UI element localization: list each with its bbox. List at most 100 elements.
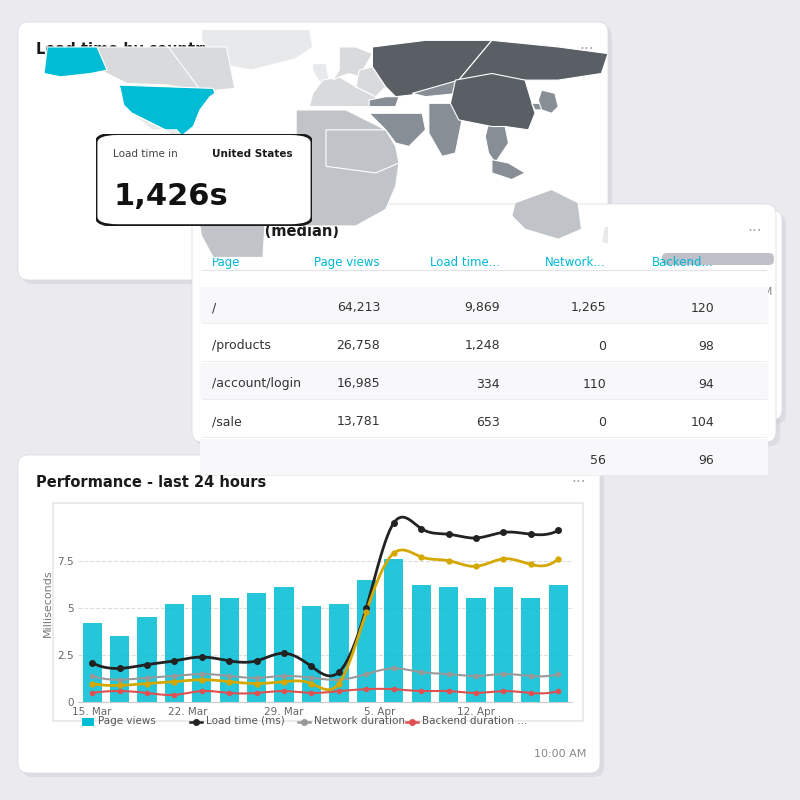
Polygon shape bbox=[326, 130, 399, 173]
Polygon shape bbox=[296, 110, 399, 226]
Bar bbox=[466, 598, 486, 702]
Text: /products: /products bbox=[212, 339, 271, 353]
FancyBboxPatch shape bbox=[18, 455, 600, 773]
Polygon shape bbox=[369, 97, 399, 106]
Text: /account/login: /account/login bbox=[212, 378, 301, 390]
Bar bbox=[330, 604, 349, 702]
Bar bbox=[192, 594, 211, 702]
Text: Load time (ms): Load time (ms) bbox=[206, 715, 284, 726]
Bar bbox=[522, 598, 541, 702]
Text: 1,248: 1,248 bbox=[464, 339, 500, 353]
Polygon shape bbox=[356, 67, 386, 97]
Polygon shape bbox=[450, 74, 535, 130]
Polygon shape bbox=[429, 103, 462, 156]
Polygon shape bbox=[373, 40, 492, 97]
Polygon shape bbox=[532, 103, 545, 110]
FancyBboxPatch shape bbox=[196, 208, 780, 446]
Bar bbox=[439, 587, 458, 702]
FancyBboxPatch shape bbox=[658, 214, 786, 424]
Text: 16,985: 16,985 bbox=[336, 378, 380, 390]
FancyBboxPatch shape bbox=[654, 210, 782, 420]
Polygon shape bbox=[602, 226, 622, 246]
Text: Load time...: Load time... bbox=[430, 256, 500, 269]
Polygon shape bbox=[118, 85, 215, 140]
Text: /sale: /sale bbox=[212, 415, 242, 429]
Text: /: / bbox=[212, 302, 216, 314]
Text: Page views: Page views bbox=[98, 715, 155, 726]
Text: 0: 0 bbox=[598, 339, 606, 353]
Bar bbox=[302, 606, 321, 702]
Bar bbox=[220, 598, 239, 702]
Text: 1,265: 1,265 bbox=[570, 302, 606, 314]
Bar bbox=[549, 586, 568, 702]
FancyBboxPatch shape bbox=[192, 204, 776, 442]
Polygon shape bbox=[369, 114, 426, 146]
Polygon shape bbox=[44, 47, 107, 77]
Text: Load time by country: Load time by country bbox=[36, 42, 212, 57]
FancyBboxPatch shape bbox=[200, 439, 768, 475]
Polygon shape bbox=[190, 146, 268, 258]
Text: Load time in: Load time in bbox=[114, 149, 182, 159]
Polygon shape bbox=[538, 90, 558, 114]
Polygon shape bbox=[94, 47, 234, 92]
Bar bbox=[110, 636, 129, 702]
Polygon shape bbox=[202, 29, 313, 70]
Text: 10:00 AM: 10:00 AM bbox=[534, 749, 586, 759]
Text: 96: 96 bbox=[698, 454, 714, 466]
Polygon shape bbox=[333, 47, 373, 80]
Bar bbox=[494, 587, 513, 702]
Text: 10:00 AM: 10:00 AM bbox=[720, 287, 772, 297]
Text: 120: 120 bbox=[690, 302, 714, 314]
Polygon shape bbox=[169, 47, 234, 92]
Polygon shape bbox=[486, 123, 509, 163]
Text: 13,781: 13,781 bbox=[336, 415, 380, 429]
Text: Page views: Page views bbox=[314, 256, 380, 269]
Y-axis label: Milliseconds: Milliseconds bbox=[42, 570, 53, 637]
Polygon shape bbox=[132, 114, 198, 153]
FancyBboxPatch shape bbox=[22, 26, 612, 284]
Bar bbox=[82, 623, 102, 702]
FancyBboxPatch shape bbox=[200, 287, 768, 323]
Text: 9,869: 9,869 bbox=[464, 302, 500, 314]
Bar bbox=[165, 604, 184, 702]
Text: 94: 94 bbox=[698, 378, 714, 390]
Text: Page: Page bbox=[212, 256, 241, 269]
Polygon shape bbox=[313, 63, 330, 83]
Bar bbox=[384, 558, 403, 702]
Bar bbox=[411, 586, 430, 702]
Polygon shape bbox=[512, 190, 582, 239]
Text: Network...: Network... bbox=[546, 256, 606, 269]
Text: Network duration: Network duration bbox=[314, 715, 405, 726]
FancyBboxPatch shape bbox=[53, 503, 583, 721]
Text: ···: ··· bbox=[747, 224, 762, 239]
Polygon shape bbox=[412, 80, 458, 97]
Text: 1,426s: 1,426s bbox=[114, 182, 228, 210]
Text: ···: ··· bbox=[579, 42, 594, 57]
Bar bbox=[357, 579, 376, 702]
Text: 110: 110 bbox=[582, 378, 606, 390]
FancyBboxPatch shape bbox=[662, 253, 774, 265]
Bar bbox=[274, 587, 294, 702]
Text: 0: 0 bbox=[598, 415, 606, 429]
FancyBboxPatch shape bbox=[96, 134, 312, 226]
Text: 98: 98 bbox=[698, 339, 714, 353]
FancyBboxPatch shape bbox=[200, 363, 768, 399]
Text: 104: 104 bbox=[690, 415, 714, 429]
Polygon shape bbox=[492, 160, 525, 179]
Polygon shape bbox=[310, 77, 376, 106]
Text: 56: 56 bbox=[590, 454, 606, 466]
Text: Pages (median): Pages (median) bbox=[210, 224, 339, 239]
Text: Backend...: Backend... bbox=[652, 256, 714, 269]
Text: 334: 334 bbox=[476, 378, 500, 390]
Bar bbox=[247, 593, 266, 702]
Text: Performance - last 24 hours: Performance - last 24 hours bbox=[36, 475, 266, 490]
Text: 653: 653 bbox=[476, 415, 500, 429]
FancyBboxPatch shape bbox=[22, 459, 604, 777]
Text: 26,758: 26,758 bbox=[336, 339, 380, 353]
Polygon shape bbox=[188, 143, 202, 153]
Text: United States: United States bbox=[211, 149, 292, 159]
Polygon shape bbox=[458, 40, 608, 80]
Bar bbox=[138, 618, 157, 702]
Text: ···: ··· bbox=[571, 475, 586, 490]
FancyBboxPatch shape bbox=[18, 22, 608, 280]
